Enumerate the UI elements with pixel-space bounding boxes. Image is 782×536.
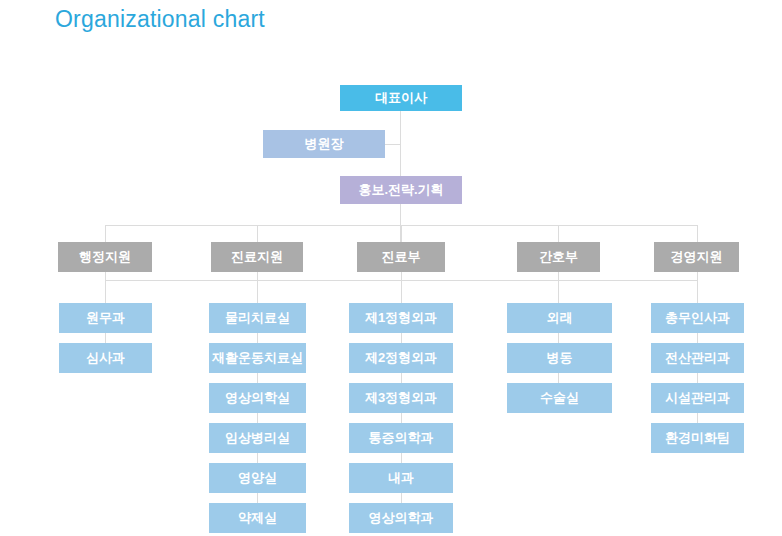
unit-box: 영상의학실	[209, 383, 306, 413]
unit-column: 원무과심사과	[59, 303, 152, 373]
department-box: 행정지원	[58, 242, 152, 272]
unit-box: 통증의학과	[349, 423, 453, 453]
unit-box: 제2정형외과	[349, 343, 453, 373]
staff-node: 홍보.전략.기획	[340, 176, 462, 204]
unit-column: 총무인사과전산관리과시설관리과환경미화팀	[651, 303, 744, 453]
unit-box: 전산관리과	[651, 343, 744, 373]
unit-box: 외래	[507, 303, 612, 333]
department-box: 진료부	[357, 242, 445, 272]
unit-box: 원무과	[59, 303, 152, 333]
unit-box: 임상병리실	[209, 423, 306, 453]
unit-box: 제1정형외과	[349, 303, 453, 333]
unit-box: 물리치료실	[209, 303, 306, 333]
unit-box: 영상의학과	[349, 503, 453, 533]
director-node: 병원장	[263, 130, 385, 158]
unit-box: 심사과	[59, 343, 152, 373]
unit-box: 환경미화팀	[651, 423, 744, 453]
unit-column: 외래병동수술실	[507, 303, 612, 413]
unit-column: 제1정형외과제2정형외과제3정형외과통증의학과내과영상의학과	[349, 303, 453, 533]
director-connector-line	[385, 144, 401, 145]
unit-box: 병동	[507, 343, 612, 373]
unit-box: 약제실	[209, 503, 306, 533]
unit-box: 총무인사과	[651, 303, 744, 333]
unit-box: 제3정형외과	[349, 383, 453, 413]
root-node-ceo: 대표이사	[340, 85, 462, 111]
unit-box: 영양실	[209, 463, 306, 493]
page-title: Organizational chart	[55, 6, 265, 33]
unit-column: 물리치료실재활운동치료실영상의학실임상병리실영양실약제실	[209, 303, 306, 533]
unit-box: 시설관리과	[651, 383, 744, 413]
department-box: 진료지원	[211, 242, 303, 272]
org-chart-canvas: Organizational chart 대표이사 병원장 홍보.전략.기획 행…	[0, 0, 782, 536]
unit-box: 재활운동치료실	[209, 343, 306, 373]
unit-box: 내과	[349, 463, 453, 493]
department-box: 간호부	[517, 242, 600, 272]
unit-box: 수술실	[507, 383, 612, 413]
department-box: 경영지원	[654, 242, 739, 272]
